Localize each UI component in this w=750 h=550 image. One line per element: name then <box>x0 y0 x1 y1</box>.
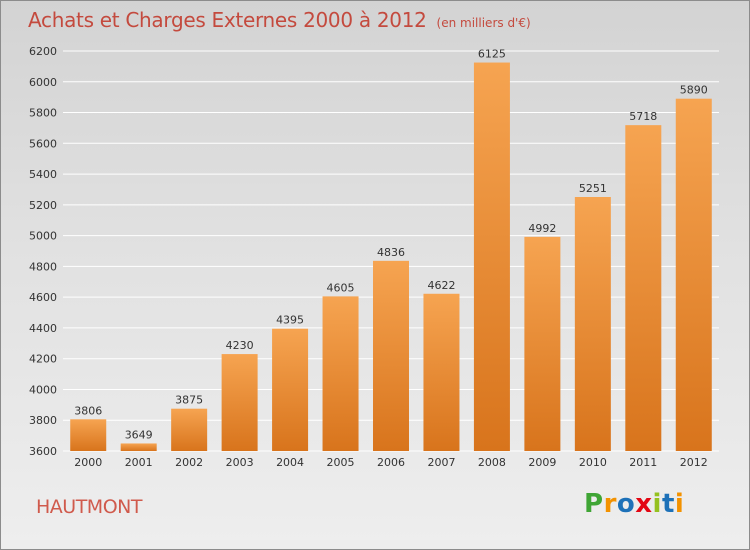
bar-2007 <box>423 293 460 451</box>
x-tick-label: 2008 <box>478 456 506 469</box>
data-labels: 3806 3649 3875 4230 4395 4605 4836 4622 6125 4992… <box>74 48 708 442</box>
x-tick-label: 2012 <box>680 456 708 469</box>
y-tick-label: 5600 <box>29 137 57 150</box>
x-tick-label: 2009 <box>528 456 556 469</box>
x-axis: 2000 2001 2002 2003 2004 2005 2006 2007 2008 2009… <box>74 456 708 469</box>
bar-2012 <box>675 98 712 451</box>
bar-2001 <box>120 443 157 451</box>
x-tick-label: 2007 <box>427 456 455 469</box>
data-label: 4836 <box>377 246 405 259</box>
chart-title: Achats et Charges Externes 2000 à 2012 (e… <box>28 8 531 32</box>
logo-letter: x <box>635 489 653 519</box>
y-tick-label: 5800 <box>29 107 57 120</box>
logo-letter: i <box>652 489 662 519</box>
logo-letter: t <box>661 489 675 519</box>
data-label: 3649 <box>125 428 153 441</box>
y-tick-label: 6200 <box>29 45 57 58</box>
bar-2011 <box>625 125 662 452</box>
bar-2008 <box>473 62 510 452</box>
bar-2000 <box>70 419 107 451</box>
x-tick-label: 2004 <box>276 456 304 469</box>
data-label: 5251 <box>579 182 607 195</box>
x-tick-label: 2011 <box>629 456 657 469</box>
logo-letter: r <box>603 489 617 519</box>
data-label: 3875 <box>175 394 203 407</box>
y-tick-label: 4600 <box>29 291 57 304</box>
bar-2005 <box>322 296 359 451</box>
x-tick-label: 2010 <box>579 456 607 469</box>
bar-2003 <box>221 354 258 451</box>
y-tick-label: 4800 <box>29 260 57 273</box>
bar-2006 <box>373 260 409 451</box>
data-label: 4605 <box>327 281 355 294</box>
x-tick-label: 2001 <box>125 456 153 469</box>
y-tick-label: 6000 <box>29 76 57 89</box>
y-tick-label: 4200 <box>29 353 57 366</box>
bar-2010 <box>574 197 611 451</box>
y-tick-label: 5200 <box>29 199 57 212</box>
y-tick-label: 3800 <box>29 414 57 427</box>
title-text: Achats et Charges Externes 2000 à 2012 <box>28 8 427 32</box>
logo-letter: P <box>584 489 604 519</box>
data-label: 5718 <box>629 110 657 123</box>
logo-letter: o <box>616 489 636 519</box>
x-tick-label: 2000 <box>74 456 102 469</box>
y-tick-label: 4000 <box>29 383 57 396</box>
bar-2002 <box>171 408 208 451</box>
x-tick-label: 2002 <box>175 456 203 469</box>
data-label: 4230 <box>226 339 254 352</box>
bars <box>70 62 712 452</box>
bar-2009 <box>524 236 561 451</box>
data-label: 4395 <box>276 314 304 327</box>
data-label: 6125 <box>478 48 506 61</box>
x-tick-label: 2005 <box>327 456 355 469</box>
y-axis: 3600 3800 4000 4200 4400 4600 4800 5000 5200 5400… <box>29 45 57 458</box>
data-label: 3806 <box>74 404 102 417</box>
x-tick-label: 2006 <box>377 456 405 469</box>
chart-subtitle: (en milliers d'€) <box>436 16 531 30</box>
y-tick-label: 5000 <box>29 230 57 243</box>
x-tick-label: 2003 <box>226 456 254 469</box>
bar-2004 <box>272 328 309 451</box>
city-name: HAUTMONT <box>36 496 142 518</box>
data-label: 5890 <box>680 84 708 97</box>
y-tick-label: 4400 <box>29 322 57 335</box>
proxiti-logo[interactable]: Proxiti <box>584 489 684 519</box>
logo-letter: i <box>674 489 685 519</box>
data-label: 4992 <box>528 222 556 235</box>
y-tick-label: 3600 <box>29 445 57 458</box>
y-tick-label: 5400 <box>29 168 57 181</box>
data-label: 4622 <box>427 279 455 292</box>
